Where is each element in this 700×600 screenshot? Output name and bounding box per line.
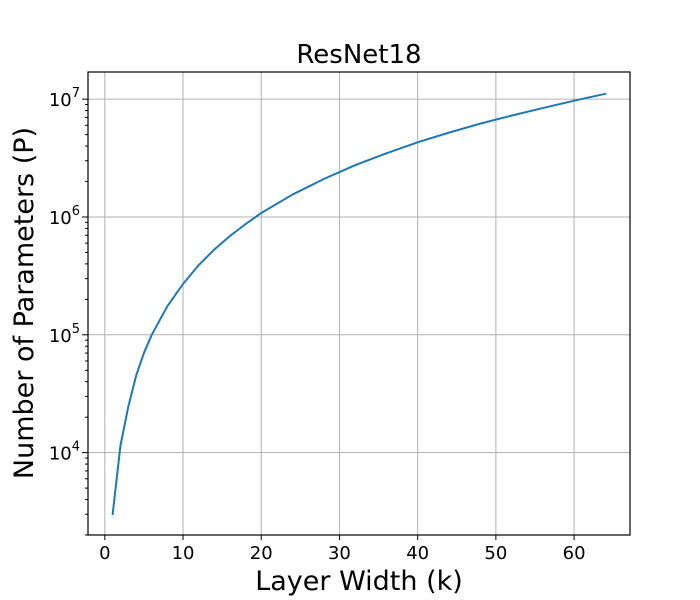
x-tick-label: 50 <box>484 543 507 564</box>
chart-title: ResNet18 <box>296 40 421 70</box>
y-axis-label: Number of Parameters (P) <box>9 127 40 479</box>
x-tick-label: 40 <box>406 543 429 564</box>
x-axis-label: Layer Width (k) <box>255 566 463 597</box>
x-tick-label: 0 <box>99 543 110 564</box>
series-line-1 <box>111 92 607 516</box>
y-tick-label: 105 <box>49 322 80 347</box>
x-tick-label: 60 <box>563 543 586 564</box>
x-tick-label: 20 <box>250 543 273 564</box>
x-ticks-layer: 0 10 20 30 40 50 60 <box>99 535 586 564</box>
x-tick-label: 30 <box>328 543 351 564</box>
x-tick-label: 10 <box>172 543 195 564</box>
grid-layer <box>88 72 630 535</box>
plot-frame <box>87 71 631 536</box>
y-ticks-layer: 104 105 106 107 <box>49 86 88 536</box>
line-layer <box>111 92 607 516</box>
y-tick-label: 107 <box>49 86 80 111</box>
y-tick-label: 104 <box>49 440 80 465</box>
y-tick-label: 106 <box>49 204 80 229</box>
